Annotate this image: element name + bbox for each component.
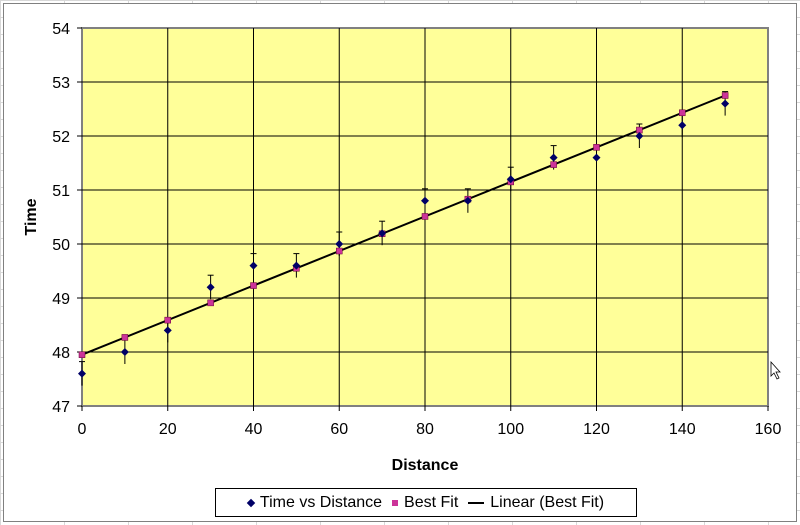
best-fit-point	[121, 334, 129, 341]
x-tick-label: 100	[497, 421, 524, 438]
x-tick-label: 20	[159, 421, 177, 438]
best-fit-point	[207, 299, 214, 307]
data-point	[421, 196, 429, 205]
data-point	[378, 229, 387, 238]
y-tick-label: 54	[52, 21, 70, 38]
x-tick-label: 80	[416, 421, 434, 438]
y-tick-label: 52	[52, 129, 70, 146]
mouse-cursor-icon	[770, 360, 781, 380]
y-tick-label: 47	[52, 399, 70, 416]
trendline	[81, 94, 726, 356]
data-point	[335, 240, 344, 248]
x-tick-label: 160	[755, 421, 782, 438]
best-fit-point	[250, 282, 257, 289]
x-tick-label: 140	[669, 421, 696, 438]
diamond-marker-icon	[246, 498, 256, 507]
data-point	[549, 153, 558, 162]
data-point	[120, 348, 129, 356]
data-point	[163, 326, 172, 335]
best-fit-point	[336, 247, 343, 255]
data-point	[721, 99, 730, 108]
x-tick-label: 40	[245, 421, 263, 438]
data-point	[206, 283, 215, 292]
x-tick-label: 120	[583, 421, 610, 438]
data-point	[249, 261, 258, 270]
best-fit-point	[721, 92, 729, 99]
best-fit-point	[550, 161, 557, 168]
best-fit-point	[593, 144, 600, 151]
y-tick-label: 53	[52, 75, 70, 92]
y-tick-label: 48	[52, 345, 70, 362]
square-marker-icon	[392, 499, 399, 506]
x-tick-label: 60	[330, 421, 348, 438]
legend-item-linear-best-fit: Linear (Best Fit)	[468, 494, 604, 512]
legend-item-best-fit: Best Fit	[392, 494, 458, 512]
best-fit-point	[164, 316, 171, 324]
x-tick-label: 0	[78, 421, 87, 438]
y-tick-label: 51	[52, 183, 70, 200]
best-fit-point	[679, 109, 686, 117]
data-point	[678, 121, 687, 130]
data-point	[78, 369, 86, 378]
best-fit-point	[421, 213, 429, 220]
y-axis-title: Time	[23, 198, 40, 235]
data-point	[635, 132, 644, 140]
legend-item-time-vs-distance: Time vs Distance	[246, 494, 382, 512]
best-fit-point	[78, 351, 86, 358]
data-point	[592, 153, 601, 162]
y-tick-label: 49	[52, 291, 70, 308]
data-point	[463, 196, 472, 205]
data-point	[506, 175, 515, 184]
x-axis-title: Distance	[392, 457, 459, 474]
chart-legend[interactable]: Time vs Distance Best Fit Linear (Best F…	[215, 488, 637, 517]
line-marker-icon	[468, 501, 485, 504]
data-point	[292, 261, 301, 270]
y-tick-label: 50	[52, 237, 70, 254]
